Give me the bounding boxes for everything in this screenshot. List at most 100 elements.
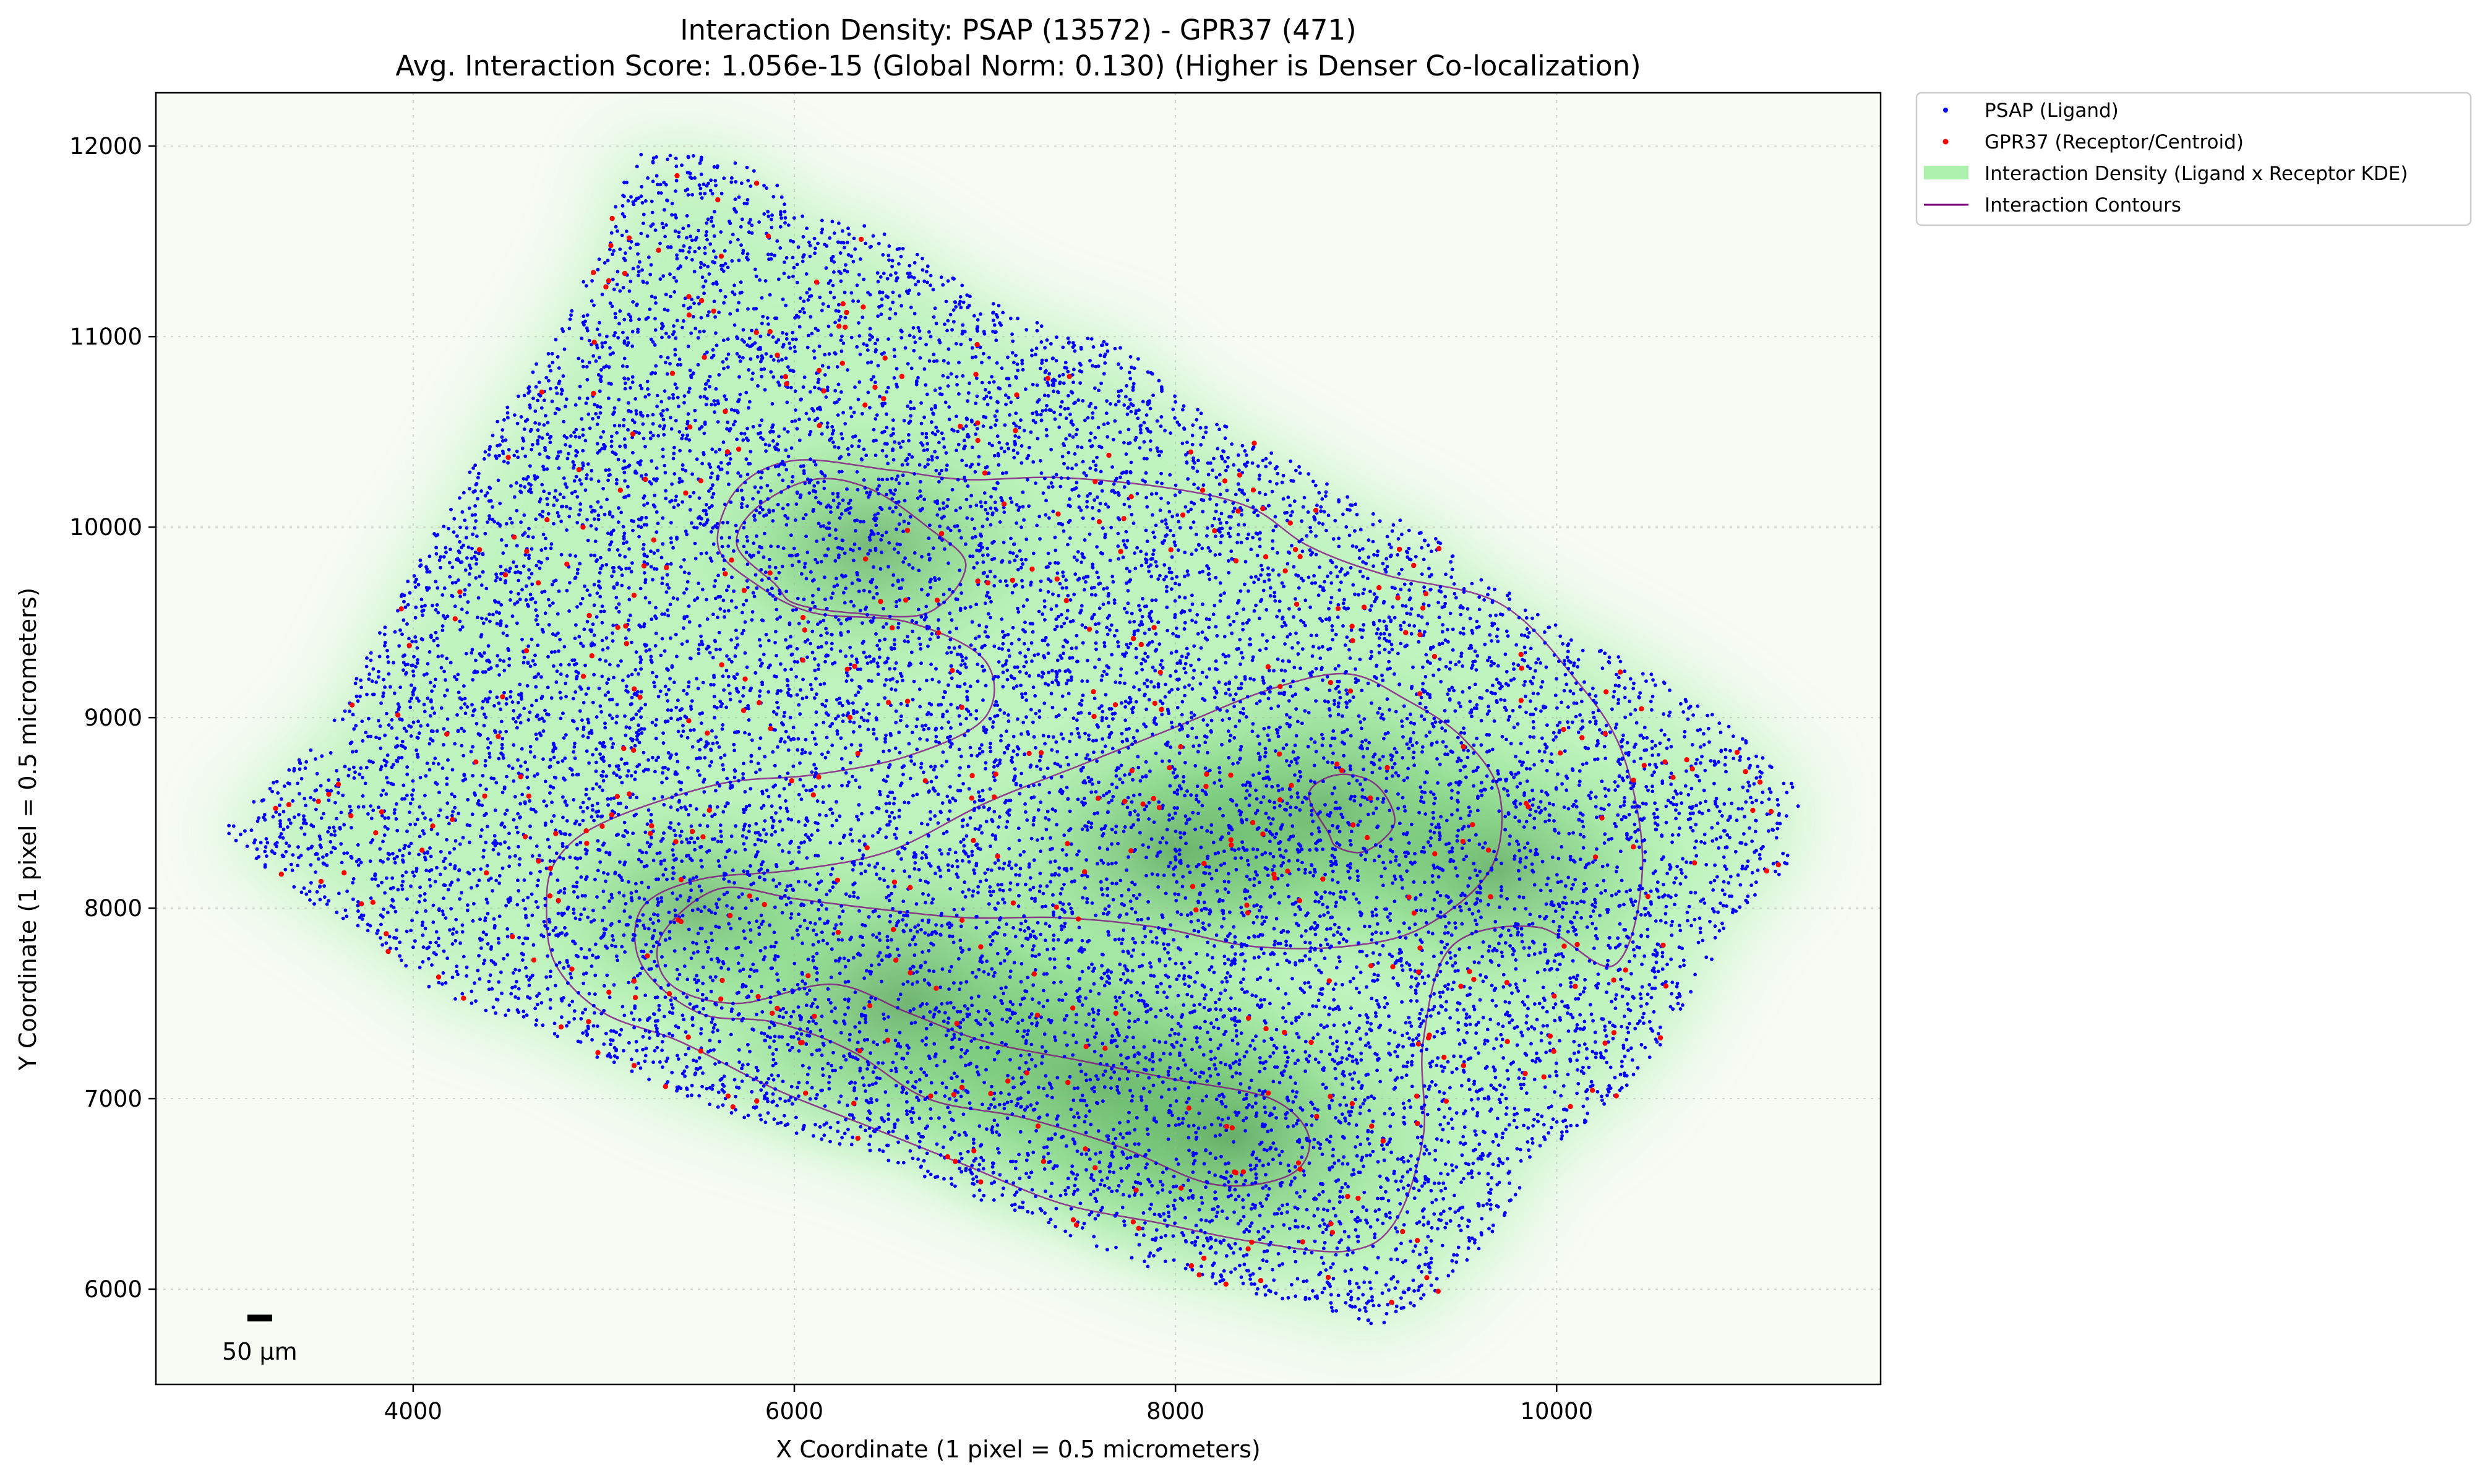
- ligand-point: [540, 716, 544, 721]
- ligand-point: [428, 884, 432, 888]
- ligand-point: [604, 659, 608, 663]
- ligand-point: [869, 970, 873, 974]
- ligand-point: [1115, 1084, 1119, 1089]
- ligand-point: [600, 620, 604, 625]
- ligand-point: [1279, 854, 1283, 858]
- ligand-point: [1149, 929, 1153, 933]
- ligand-point: [823, 598, 827, 601]
- ligand-point: [573, 637, 577, 640]
- ligand-point: [1438, 969, 1443, 974]
- ligand-point: [1295, 761, 1299, 765]
- ligand-point: [760, 682, 765, 687]
- ligand-point: [1169, 1104, 1173, 1108]
- ligand-point: [1356, 878, 1360, 882]
- ligand-point: [1236, 482, 1240, 486]
- ligand-point: [1062, 1055, 1067, 1058]
- ligand-point: [990, 938, 995, 943]
- ligand-point: [531, 397, 535, 400]
- ligand-point: [559, 663, 563, 667]
- ligand-point: [379, 746, 383, 750]
- ligand-point: [1120, 739, 1125, 744]
- ligand-point: [1338, 1190, 1342, 1193]
- ligand-point: [1257, 771, 1261, 776]
- ligand-point: [1401, 1101, 1406, 1105]
- ligand-point: [707, 489, 711, 493]
- ligand-point: [507, 1008, 510, 1013]
- ligand-point: [781, 1006, 786, 1011]
- ligand-point: [693, 408, 697, 413]
- ligand-point: [1205, 953, 1209, 957]
- ligand-point: [661, 274, 666, 278]
- ligand-point: [918, 642, 922, 646]
- ligand-point: [1277, 901, 1281, 905]
- ligand-point: [1206, 750, 1209, 755]
- ligand-point: [795, 262, 799, 267]
- ligand-point: [1607, 838, 1611, 842]
- ligand-point: [1303, 981, 1307, 985]
- ligand-point: [578, 822, 582, 826]
- ligand-point: [1122, 403, 1127, 407]
- ligand-point: [973, 648, 977, 651]
- ligand-point: [697, 581, 700, 585]
- ligand-point: [865, 1067, 869, 1071]
- ligand-point: [1621, 1046, 1626, 1050]
- ligand-point: [1548, 888, 1553, 893]
- ligand-point: [782, 787, 786, 791]
- ligand-point: [1175, 575, 1179, 579]
- ligand-point: [1445, 942, 1449, 946]
- ligand-point: [1561, 907, 1565, 911]
- ligand-point: [626, 484, 630, 489]
- ligand-point: [591, 1024, 596, 1028]
- ligand-point: [771, 710, 776, 714]
- ligand-point: [1164, 1167, 1169, 1171]
- ligand-point: [1378, 766, 1382, 770]
- ligand-point: [1060, 886, 1064, 891]
- ligand-point: [998, 961, 1003, 966]
- ligand-point: [1182, 831, 1187, 835]
- ligand-point: [645, 562, 650, 566]
- ligand-point: [356, 909, 360, 913]
- ligand-point: [697, 643, 702, 646]
- ligand-point: [869, 660, 873, 664]
- ligand-point: [1431, 880, 1435, 884]
- ligand-point: [1266, 697, 1271, 701]
- ligand-point: [1620, 878, 1624, 883]
- ligand-point: [549, 650, 554, 654]
- ligand-point: [1111, 794, 1115, 799]
- ligand-point: [846, 699, 849, 703]
- ligand-point: [708, 189, 713, 192]
- ligand-point: [687, 438, 692, 442]
- ligand-point: [1091, 416, 1095, 420]
- ligand-point: [1523, 608, 1527, 612]
- ligand-point: [650, 617, 654, 622]
- ligand-point: [604, 468, 608, 472]
- ligand-point: [1416, 1157, 1420, 1161]
- ligand-point: [912, 953, 917, 957]
- ligand-point: [381, 860, 385, 864]
- ligand-point: [877, 963, 881, 967]
- ligand-point: [1086, 820, 1091, 824]
- ligand-point: [582, 907, 586, 911]
- ligand-point: [397, 644, 401, 648]
- ligand-point: [1433, 1158, 1438, 1162]
- ligand-point: [596, 267, 600, 272]
- ligand-point: [1130, 365, 1134, 369]
- ligand-point: [1592, 946, 1596, 950]
- ligand-point: [1232, 619, 1236, 624]
- ligand-point: [1006, 713, 1010, 717]
- ligand-point: [843, 601, 847, 605]
- ligand-point: [1560, 915, 1564, 919]
- ligand-point: [1233, 848, 1237, 852]
- ligand-point: [1396, 1280, 1400, 1284]
- ligand-point: [1029, 641, 1034, 645]
- ligand-point: [779, 212, 783, 217]
- ligand-point: [899, 304, 904, 308]
- ligand-point: [804, 272, 809, 276]
- ligand-point: [958, 1010, 963, 1014]
- ligand-point: [1028, 674, 1031, 678]
- ligand-point: [1032, 795, 1036, 799]
- ligand-point: [1047, 734, 1050, 739]
- ligand-point: [922, 978, 927, 982]
- ligand-point: [1633, 916, 1637, 920]
- ligand-point: [1388, 1216, 1392, 1220]
